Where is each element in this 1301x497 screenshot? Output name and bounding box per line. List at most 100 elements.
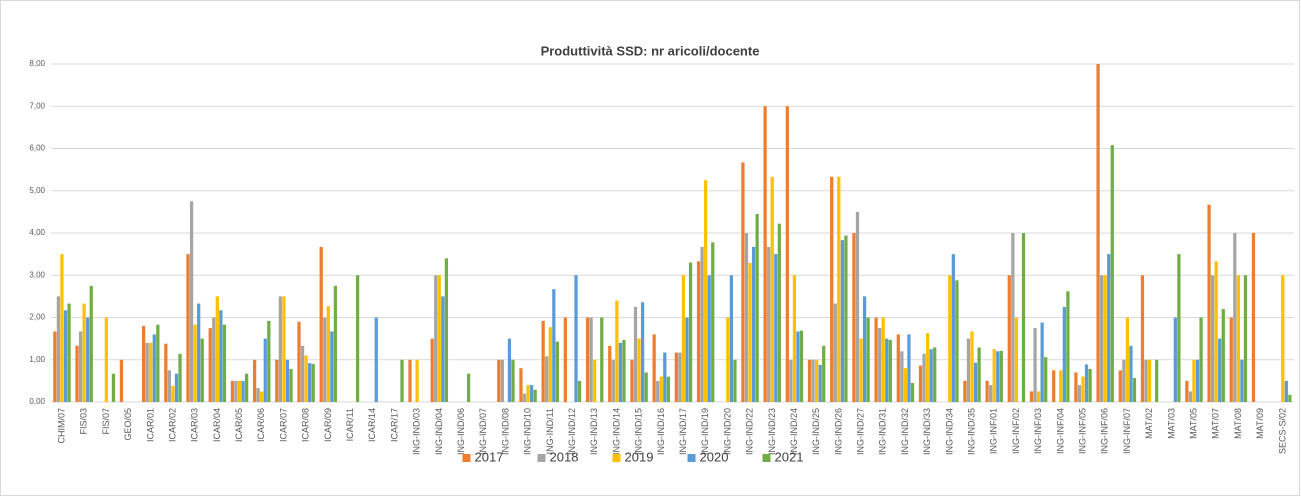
bar — [1132, 377, 1137, 402]
x-tick-label: ING-IND/22 — [745, 408, 755, 455]
bar — [577, 380, 582, 402]
bar — [822, 345, 826, 402]
bar — [659, 376, 663, 402]
bar — [222, 324, 227, 402]
bar — [685, 317, 689, 402]
bar — [333, 285, 338, 402]
bar — [1192, 359, 1196, 402]
bar — [1011, 233, 1015, 402]
bar — [830, 176, 834, 402]
x-tick-label: ING-IND/24 — [789, 408, 799, 455]
bar — [589, 317, 593, 402]
bar — [1140, 275, 1145, 402]
bar — [615, 300, 619, 402]
bar — [1029, 391, 1034, 402]
bar — [1040, 322, 1044, 402]
bar — [300, 345, 305, 402]
x-tick-label: ING-INF/06 — [1100, 408, 1110, 454]
bar — [733, 359, 737, 402]
bar — [1195, 359, 1200, 402]
bar — [918, 365, 923, 402]
x-tick-label: CHIM/07 — [56, 408, 66, 444]
bar — [304, 355, 308, 402]
bar — [996, 351, 1000, 402]
bar — [1210, 275, 1215, 402]
bar — [707, 275, 711, 402]
bar — [1155, 359, 1159, 402]
bar — [622, 339, 626, 402]
bar — [907, 334, 911, 402]
bar — [1066, 291, 1070, 402]
x-tick-label: MAT/02 — [1144, 408, 1154, 439]
bar — [1033, 328, 1037, 402]
bar — [674, 352, 678, 402]
bar — [1122, 359, 1126, 402]
bar — [1221, 309, 1225, 402]
bar — [174, 373, 179, 402]
bar — [193, 324, 197, 402]
bar — [149, 342, 153, 402]
y-tick-label: 4,00 — [29, 228, 45, 237]
bar — [785, 106, 789, 402]
x-tick-label: ING-IND/19 — [700, 408, 710, 455]
x-tick-label: ING-IND/03 — [412, 408, 422, 455]
x-tick-label: MAT/09 — [1255, 408, 1265, 439]
x-tick-label: ICAR/07 — [278, 408, 288, 442]
bar — [970, 331, 974, 402]
legend-label: 2021 — [775, 449, 804, 464]
bar — [507, 338, 512, 402]
bar — [833, 303, 837, 402]
bar — [263, 338, 267, 402]
bar — [186, 254, 190, 402]
x-tick-label: ING-INF/05 — [1078, 408, 1088, 454]
bar — [1129, 345, 1133, 402]
bar — [1059, 370, 1063, 402]
bar — [522, 393, 527, 402]
legend-label: 2020 — [700, 449, 729, 464]
legend-label: 2019 — [625, 449, 654, 464]
x-tick-label: GEO/05 — [123, 408, 133, 441]
bar — [555, 341, 559, 402]
bar — [408, 359, 412, 402]
bar — [60, 254, 64, 402]
bar — [171, 385, 175, 402]
bar — [104, 317, 108, 402]
bar — [900, 351, 904, 402]
bar — [1014, 317, 1019, 402]
x-tick-label: ING-IND/25 — [811, 408, 821, 455]
x-tick-label: ING-IND/07 — [478, 408, 488, 455]
bar — [888, 339, 892, 402]
bar — [852, 233, 856, 402]
x-tick-label: ING-IND/14 — [611, 408, 621, 455]
legend-swatch — [537, 454, 546, 462]
bar — [862, 296, 867, 402]
bar — [729, 275, 734, 402]
bar — [167, 370, 172, 402]
bar — [1199, 317, 1203, 402]
bar — [215, 296, 219, 402]
legend-label: 2018 — [550, 449, 579, 464]
x-tick-label: ING-IND/26 — [833, 408, 843, 455]
bar — [611, 359, 615, 402]
chart-title: Produttività SSD: nr aricoli/docente — [541, 43, 760, 58]
bar — [885, 338, 889, 402]
y-tick-label: 0,00 — [29, 397, 45, 406]
bar — [256, 388, 260, 402]
bar — [748, 262, 752, 402]
x-tick-label: ING-IND/13 — [589, 408, 599, 455]
bar — [963, 380, 967, 402]
bar — [640, 302, 645, 402]
y-tick-label: 7,00 — [29, 101, 45, 110]
bar — [859, 338, 863, 402]
bar — [86, 317, 90, 402]
x-tick-label: ICAR/06 — [256, 408, 266, 442]
bar — [260, 391, 264, 402]
x-tick-label: ICAR/04 — [212, 408, 222, 442]
bar — [711, 242, 715, 402]
x-tick-label: ING-IND/32 — [900, 408, 910, 455]
bar — [763, 106, 767, 402]
legend-label: 2017 — [475, 449, 504, 464]
bar — [1103, 275, 1107, 402]
x-tick-label: ING-IND/08 — [500, 408, 510, 455]
